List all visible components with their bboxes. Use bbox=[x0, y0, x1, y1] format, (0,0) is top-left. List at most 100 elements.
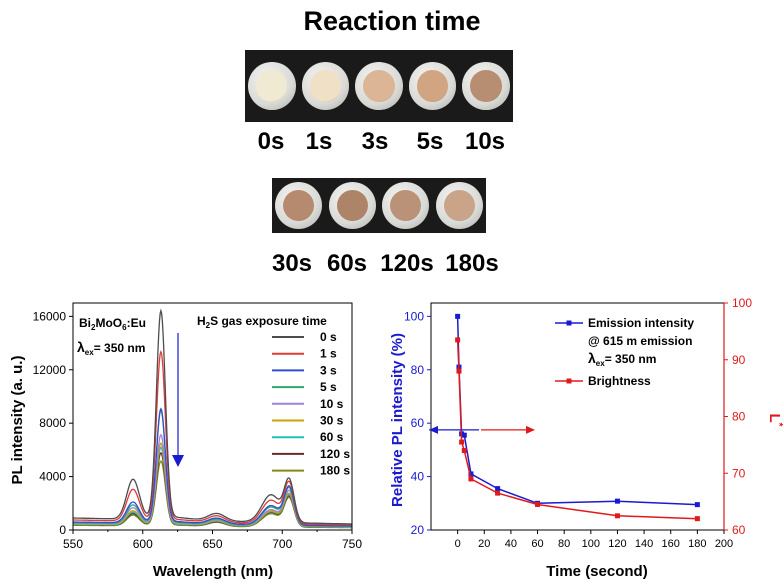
pl-legend-label: 180 s bbox=[320, 464, 350, 478]
time-labels-row-2: 30s 60s 120s 180s bbox=[262, 250, 512, 284]
sample-powder bbox=[363, 70, 395, 102]
left-axis-arrowhead bbox=[429, 425, 438, 434]
pl-legend-label: 5 s bbox=[320, 380, 337, 394]
time-series-1-point bbox=[614, 513, 620, 519]
time-series-0-point bbox=[694, 502, 700, 508]
pl-sample-label: Bi2MoO6:Eu bbox=[79, 316, 146, 332]
legend-marker-brightness bbox=[566, 378, 572, 384]
time-y2axis-label: L* bbox=[766, 413, 784, 426]
pl-curve-1s bbox=[73, 349, 352, 526]
time-series-0-point bbox=[461, 432, 467, 438]
time-series-1-point bbox=[694, 516, 700, 522]
time-ytick-label: 80 bbox=[411, 363, 425, 377]
legend-label-emission: Emission intensity bbox=[588, 316, 694, 330]
pl-legend-label: 120 s bbox=[320, 447, 350, 461]
time-series-0-point bbox=[455, 313, 461, 319]
time-yaxis-label: Relative PL intensity (%) bbox=[389, 333, 406, 507]
legend-label-emission-line2: @ 615 m emission bbox=[588, 334, 692, 348]
time-labels-row-1: 0s 1s 3s 5s 10s bbox=[245, 128, 513, 162]
pl-curve-0s bbox=[73, 308, 352, 525]
legend-label-excitation: λex= 350 nm bbox=[588, 350, 656, 368]
time-y2tick-label: 100 bbox=[732, 296, 752, 310]
time-xtick-label: 140 bbox=[635, 538, 653, 550]
pl-legend-label: 60 s bbox=[320, 430, 344, 444]
time-series-0-point bbox=[468, 471, 474, 477]
sample-disc-1-0 bbox=[248, 62, 296, 110]
sample-disc-1-3 bbox=[408, 62, 457, 110]
pl-curve-5s bbox=[73, 408, 352, 527]
time-xaxis-label: Time (second) bbox=[546, 563, 647, 580]
time-xtick-label: 80 bbox=[558, 538, 570, 550]
time-label-row1-4: 10s bbox=[464, 128, 506, 155]
time-xtick-label: 200 bbox=[715, 538, 733, 550]
time-label-row2-2: 120s bbox=[380, 250, 434, 277]
time-series-1-point bbox=[459, 439, 465, 445]
pl-ytick-label: 4000 bbox=[39, 470, 66, 484]
pl-legend-label: 30 s bbox=[320, 414, 344, 428]
time-series-1-point bbox=[468, 476, 474, 482]
time-label-row2-3: 180s bbox=[445, 250, 499, 277]
time-xtick-label: 100 bbox=[582, 538, 600, 550]
pl-curve-10s bbox=[73, 433, 352, 528]
pl-plot-frame bbox=[72, 302, 353, 531]
sample-powder bbox=[309, 70, 342, 102]
sample-disc-2-0 bbox=[275, 182, 323, 229]
pl-ytick-label: 16000 bbox=[33, 309, 67, 323]
sample-disc-1-2 bbox=[355, 62, 403, 110]
time-series-1-point bbox=[461, 448, 467, 454]
sample-powder bbox=[283, 189, 315, 221]
right-axis-arrowhead bbox=[526, 425, 535, 434]
sample-powder bbox=[470, 70, 502, 102]
pl-xtick-label: 550 bbox=[63, 537, 83, 551]
time-dependence-chart: 0 20 40 60 80 100 120 140 160 180 200 20 40 60 80 100 60… bbox=[389, 296, 784, 580]
sample-photo-row-1 bbox=[245, 50, 513, 122]
sample-photo-row-2 bbox=[272, 178, 486, 233]
time-xtick-label: 180 bbox=[688, 538, 706, 550]
sample-disc-1-4 bbox=[462, 62, 510, 110]
time-y2tick-label: 60 bbox=[732, 523, 746, 537]
pl-xaxis-label: Wavelength (nm) bbox=[153, 563, 273, 580]
time-xtick-label: 160 bbox=[662, 538, 680, 550]
sample-disc-2-3 bbox=[435, 182, 483, 229]
time-ytick-label: 20 bbox=[411, 523, 425, 537]
pl-xtick-label: 650 bbox=[202, 537, 222, 551]
pl-legend-label: 1 s bbox=[320, 347, 337, 361]
pl-curve-60s bbox=[73, 446, 352, 528]
sample-disc-2-1 bbox=[328, 182, 376, 229]
legend-label-brightness: Brightness bbox=[588, 374, 651, 388]
pl-spectra-chart: 550 600 650 700 750 0 4000 8000 12000 16000 Wavel… bbox=[9, 302, 362, 580]
time-label-row2-0: 30s bbox=[271, 250, 313, 277]
time-series-1-point bbox=[495, 490, 501, 496]
time-xtick-label: 60 bbox=[531, 538, 543, 550]
pl-excitation-label: λex= 350 nm bbox=[77, 339, 145, 357]
figure-title: Reaction time bbox=[303, 6, 481, 36]
time-series-0-point bbox=[495, 486, 501, 492]
pl-decrease-arrowhead bbox=[172, 455, 184, 467]
sample-powder bbox=[416, 70, 449, 102]
time-label-row2-1: 60s bbox=[326, 250, 368, 277]
sample-disc-1-1 bbox=[301, 62, 350, 110]
sample-powder bbox=[336, 189, 368, 221]
legend-marker-emission bbox=[566, 320, 572, 326]
time-series-1-point bbox=[535, 501, 541, 507]
time-ytick-label: 100 bbox=[404, 309, 424, 323]
time-label-row1-1: 1s bbox=[305, 128, 333, 155]
time-label-row1-2: 3s bbox=[361, 128, 389, 155]
pl-yaxis-label: PL intensity (a. u.) bbox=[9, 356, 26, 485]
time-xtick-label: 0 bbox=[455, 538, 461, 550]
time-xtick-label: 20 bbox=[478, 538, 490, 550]
pl-xtick-label: 700 bbox=[272, 537, 292, 551]
pl-legend-title: H2S gas exposure time bbox=[197, 314, 327, 330]
time-xtick-label: 40 bbox=[505, 538, 517, 550]
pl-legend-label: 3 s bbox=[320, 363, 337, 377]
pl-xtick-label: 600 bbox=[133, 537, 153, 551]
time-y2tick-label: 70 bbox=[732, 466, 746, 480]
pl-ytick-label: 12000 bbox=[33, 363, 67, 377]
pl-ytick-label: 8000 bbox=[39, 416, 66, 430]
time-xtick-label: 120 bbox=[608, 538, 626, 550]
time-ytick-label: 60 bbox=[411, 416, 425, 430]
time-label-row1-3: 5s bbox=[416, 128, 444, 155]
pl-legend-label: 0 s bbox=[320, 330, 337, 344]
pl-ytick-label: 0 bbox=[59, 523, 66, 537]
sample-powder bbox=[443, 189, 475, 221]
